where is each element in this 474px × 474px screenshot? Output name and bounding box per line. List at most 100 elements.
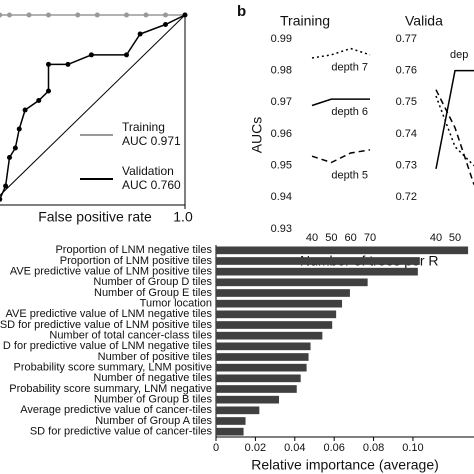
bar (216, 299, 343, 308)
diagonal (0, 14, 186, 196)
roc-point (143, 12, 149, 18)
roc-point (36, 98, 42, 103)
series-label: depth 7 (331, 62, 368, 74)
roc-point (22, 107, 28, 113)
y-axis-label: AUCs (249, 117, 265, 154)
bar (216, 342, 311, 351)
x-tick-label: 0.10 (402, 442, 423, 454)
roc-point (124, 12, 129, 18)
bar (216, 289, 350, 297)
bar (216, 246, 469, 255)
subplot-title: Training (280, 13, 330, 29)
y-tick-label: Probability score summary, LNM positive (14, 362, 212, 374)
roc-point (0, 12, 3, 18)
annotation: dep (450, 49, 468, 61)
bar (216, 267, 418, 276)
x-tick-label: 0.08 (363, 442, 384, 454)
y-tick-label: Number of Group D tiles (93, 276, 212, 288)
y-tick-label: 0.98 (271, 65, 292, 77)
y-tick-label: Number of total cancer-class tiles (49, 330, 212, 342)
series-line (311, 149, 371, 164)
y-tick-label: 0.97 (271, 96, 292, 108)
x-tick-label: 50 (449, 232, 461, 244)
x-tick-label: 40 (306, 232, 318, 244)
y-tick-label: 0.76 (396, 65, 417, 77)
bar (216, 310, 337, 319)
roc-point (182, 12, 188, 18)
x-tick-label: 40 (430, 232, 442, 244)
y-tick-label: AVE predictive value of LNM negative til… (6, 308, 213, 320)
roc-point (12, 145, 18, 151)
bar (216, 406, 260, 415)
y-tick-label: Number of Group B tiles (94, 394, 212, 406)
roc-point (88, 52, 94, 58)
x-tick-label: 1.0 (173, 209, 193, 225)
bar (216, 321, 333, 329)
bar (216, 417, 246, 425)
y-tick-label: SD for predictive value of cancer-tiles (30, 426, 213, 438)
y-tick-label: 0.74 (396, 128, 417, 140)
y-tick-label: Number of Group A tiles (95, 415, 212, 427)
y-tick-label: 0.75 (396, 96, 417, 108)
y-tick-label: 0.72 (396, 191, 417, 203)
roc-point (124, 52, 129, 58)
bar (216, 385, 297, 393)
y-tick-label: Probability score summary, LNM negative (9, 383, 212, 395)
y-tick-label: 0.99 (271, 33, 292, 45)
roc-point (46, 12, 51, 18)
y-tick-label: 0.96 (271, 128, 292, 140)
x-axis-label: Relative importance (average) (251, 457, 439, 473)
y-tick-label: Average predictive value of cancer-tiles (20, 404, 212, 416)
series-line (311, 98, 370, 107)
roc-point (3, 183, 9, 189)
series-line (311, 47, 371, 59)
bar (216, 427, 244, 436)
roc-curve (0, 14, 185, 18)
roc-point (46, 88, 51, 94)
x-tick-label: 0 (213, 442, 219, 454)
x-tick-label: 60 (345, 232, 357, 244)
roc-point (137, 31, 143, 37)
panel-label: b (237, 3, 246, 20)
bar (216, 353, 309, 361)
roc-point (16, 126, 22, 132)
legend-label: Training (122, 120, 165, 134)
series-label: depth 6 (331, 106, 368, 118)
subplot-title: Valida (405, 13, 443, 29)
roc-point (65, 61, 71, 67)
x-tick-label: 0.06 (323, 442, 344, 454)
legend-label: Validation (122, 164, 174, 178)
y-tick-label: Number of negative tiles (93, 372, 212, 384)
roc-point (26, 12, 32, 18)
series-line (435, 69, 474, 169)
roc-point (94, 12, 100, 18)
y-tick-label: D for predictive value of LNM negative t… (3, 340, 213, 352)
y-tick-label: 0.73 (396, 160, 417, 172)
y-tick-label: 0.77 (396, 33, 417, 45)
roc-point (7, 155, 12, 160)
y-tick-label: Number of positive tiles (98, 351, 213, 363)
x-axis-label: False positive rate (38, 209, 152, 225)
y-tick-label: Number of Group E tiles (94, 287, 212, 299)
y-tick-label: 0.93 (271, 223, 292, 235)
y-tick-label: Proportion of LNM negative tiles (55, 244, 212, 256)
bar (216, 278, 368, 287)
series-label: depth 5 (331, 169, 368, 181)
x-tick-label: 0.02 (245, 442, 266, 454)
roc-point (0, 196, 3, 202)
bar (216, 395, 280, 404)
y-tick-label: Proportion of LNM positive tiles (60, 255, 213, 267)
bar (216, 374, 301, 383)
x-tick-label: 0.04 (284, 442, 305, 454)
roc-point (163, 12, 168, 18)
roc-point (163, 22, 168, 27)
roc-point (46, 61, 51, 67)
bar (216, 257, 420, 265)
roc-point (75, 12, 81, 18)
y-tick-label: 0.95 (271, 160, 292, 172)
bar (216, 363, 307, 372)
bar (216, 331, 323, 340)
legend-auc: AUC 0.971 (122, 134, 181, 148)
